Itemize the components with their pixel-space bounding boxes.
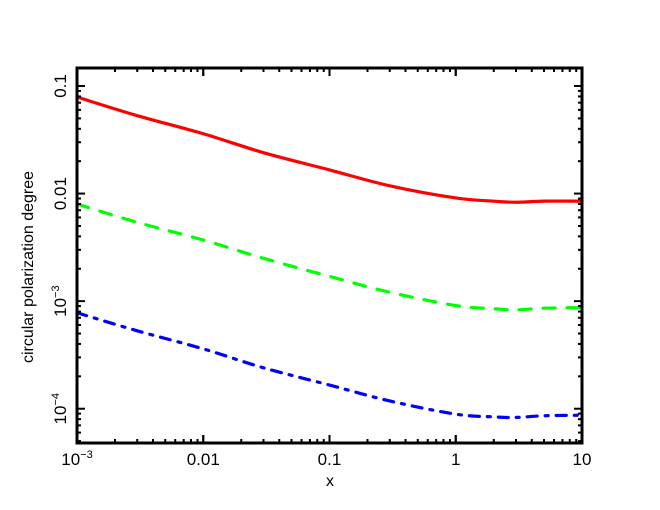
series-red-solid	[75, 95, 584, 204]
x-tick-labels: 10−3 0.01 0.1 1 10	[61, 449, 591, 469]
y-tick-label: 10−4	[50, 393, 70, 424]
x-tick-label: 10	[573, 450, 592, 469]
x-tick-label: 1	[451, 450, 460, 469]
plot-frame	[75, 66, 584, 445]
y-axis-title: circular polarization degree	[20, 171, 37, 363]
axis-ticks	[76, 68, 583, 443]
series-blue-dashdot	[75, 311, 584, 420]
y-tick-labels: 10−4 10−3 0.01 0.1	[50, 74, 70, 424]
y-tick-label: 0.1	[51, 74, 70, 98]
x-tick-label: 0.01	[187, 450, 220, 469]
y-tick-label: 0.01	[51, 177, 70, 210]
x-tick-label: 10−3	[61, 449, 92, 469]
x-tick-label: 0.1	[318, 450, 342, 469]
y-tick-label: 10−3	[50, 285, 70, 316]
series-green-dashed	[75, 202, 584, 312]
series-layer	[75, 95, 584, 420]
x-axis-title: x	[326, 473, 334, 490]
